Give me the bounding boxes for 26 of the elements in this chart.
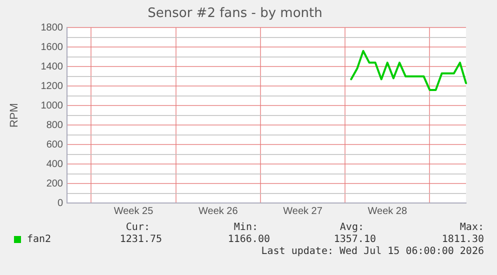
x-tick-label: Week 25: [114, 206, 154, 217]
y-tick-label: 1400: [40, 61, 64, 72]
text: Last update: Wed Jul 15 06:00:00 2026: [261, 246, 484, 257]
text: 1811.30: [442, 234, 484, 245]
legend-label: fan2: [27, 234, 52, 245]
text: 1166.00: [228, 234, 270, 245]
y-axis-title: RPM: [8, 103, 21, 128]
text: 1231.75: [120, 234, 162, 245]
x-tick-label: Week 28: [368, 206, 408, 217]
y-tick-label: 1600: [40, 42, 64, 53]
y-tick-label: 0: [57, 198, 64, 209]
x-tick-label: Week 26: [198, 206, 238, 217]
text: Min:: [234, 222, 258, 233]
text: Max:: [460, 222, 484, 233]
text: Avg:: [340, 222, 364, 233]
y-tick-label: 1000: [40, 100, 64, 112]
text: Cur:: [126, 222, 150, 233]
y-tick-label: 200: [46, 178, 64, 190]
x-tick-label: Week 27: [283, 206, 323, 217]
y-tick-label: 400: [46, 158, 64, 170]
y-tick-label: 1800: [40, 22, 64, 34]
y-tick-label: 600: [46, 139, 64, 150]
y-tick-label: 800: [46, 120, 64, 131]
y-tick-label: 1200: [40, 80, 64, 92]
text: 1357.10: [334, 234, 376, 245]
chart-title: Sensor #2 fans - by month: [148, 6, 322, 22]
